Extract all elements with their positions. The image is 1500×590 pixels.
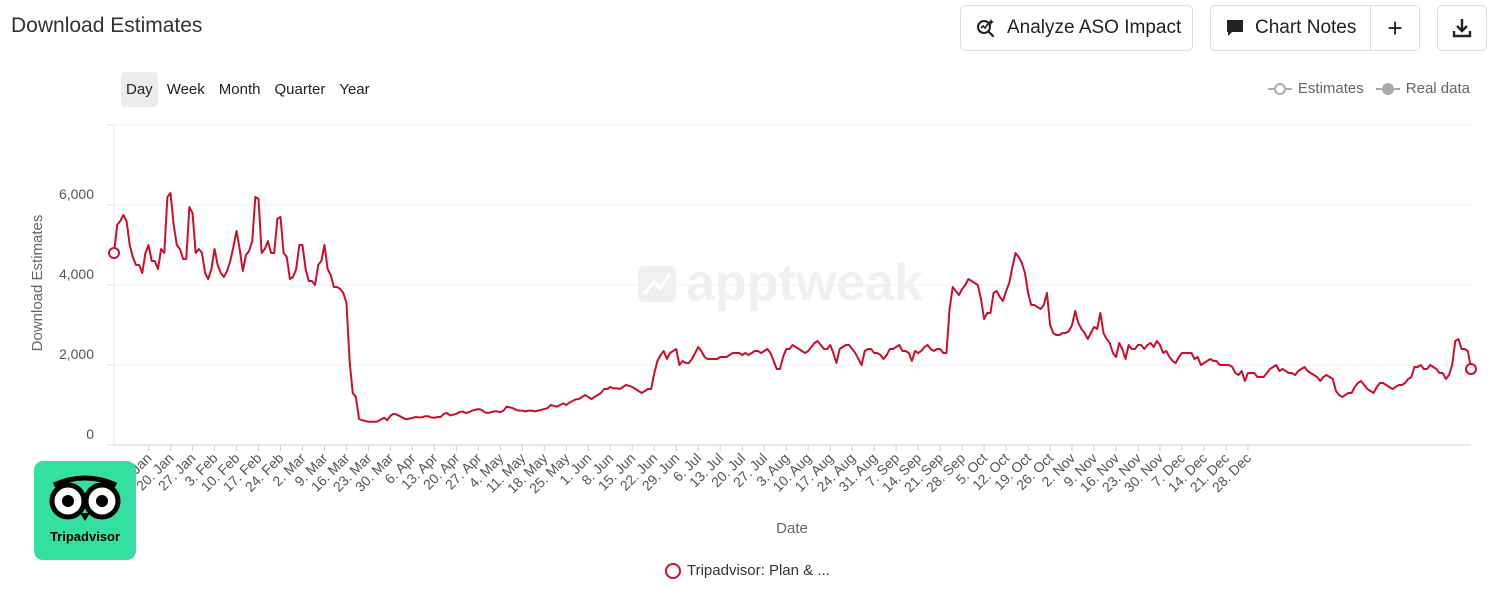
y-tick-label: 4,000 xyxy=(59,266,94,282)
analyze-icon xyxy=(977,19,995,38)
legend-real-data[interactable]: Real data xyxy=(1375,80,1470,97)
series-group xyxy=(108,192,1477,423)
legend-real-data-label: Real data xyxy=(1405,80,1470,97)
period-selector: Day Week Month Quarter Year xyxy=(121,72,379,107)
series-line xyxy=(113,192,1472,423)
download-button[interactable] xyxy=(1437,5,1487,51)
analyze-aso-impact-button[interactable]: Analyze ASO Impact xyxy=(960,5,1193,51)
watermark-text: apptweak xyxy=(686,254,923,312)
y-tick-label: 0 xyxy=(86,426,94,442)
data-type-legend: Estimates Real data xyxy=(1267,80,1470,97)
series-marker-icon xyxy=(665,562,681,579)
y-axis: 0 2,000 4,000 6,000 xyxy=(59,124,115,446)
y-tick-label: 2,000 xyxy=(59,346,94,362)
y-axis-label: Download Estimates xyxy=(29,215,46,352)
chart-notes-label: Chart Notes xyxy=(1255,17,1357,38)
legend-estimates-label: Estimates xyxy=(1297,80,1364,97)
data-point xyxy=(1465,363,1477,375)
period-month[interactable]: Month xyxy=(218,81,261,98)
period-quarter[interactable]: Quarter xyxy=(274,81,326,98)
estimates-marker-icon xyxy=(1267,82,1292,95)
page-title: Download Estimates xyxy=(11,14,203,37)
y-tick-label: 6,000 xyxy=(59,186,94,202)
period-week[interactable]: Week xyxy=(166,81,205,98)
chart-notes-button[interactable]: Chart Notes xyxy=(1211,6,1370,50)
grid-lines xyxy=(114,124,1471,366)
x-axis-label: Date xyxy=(776,520,808,537)
period-day[interactable]: Day xyxy=(121,72,158,107)
download-icon xyxy=(1452,19,1472,38)
chart-notes-group: Chart Notes + xyxy=(1210,5,1420,51)
app-logo: Tripadvisor xyxy=(34,461,136,560)
speech-bubble-icon xyxy=(1227,20,1243,36)
real-data-marker-icon xyxy=(1375,82,1400,95)
data-point xyxy=(108,247,120,259)
add-note-button[interactable]: + xyxy=(1370,6,1419,50)
owl-icon xyxy=(49,475,121,521)
watermark: apptweak xyxy=(638,254,923,312)
period-year[interactable]: Year xyxy=(339,81,370,98)
legend-estimates[interactable]: Estimates xyxy=(1267,80,1364,97)
analyze-aso-impact-label: Analyze ASO Impact xyxy=(1007,17,1182,38)
series-legend-label: Tripadvisor: Plan & ... xyxy=(687,562,830,579)
logo-text: Tripadvisor xyxy=(49,529,121,544)
series-legend[interactable]: Tripadvisor: Plan & ... xyxy=(665,562,830,579)
